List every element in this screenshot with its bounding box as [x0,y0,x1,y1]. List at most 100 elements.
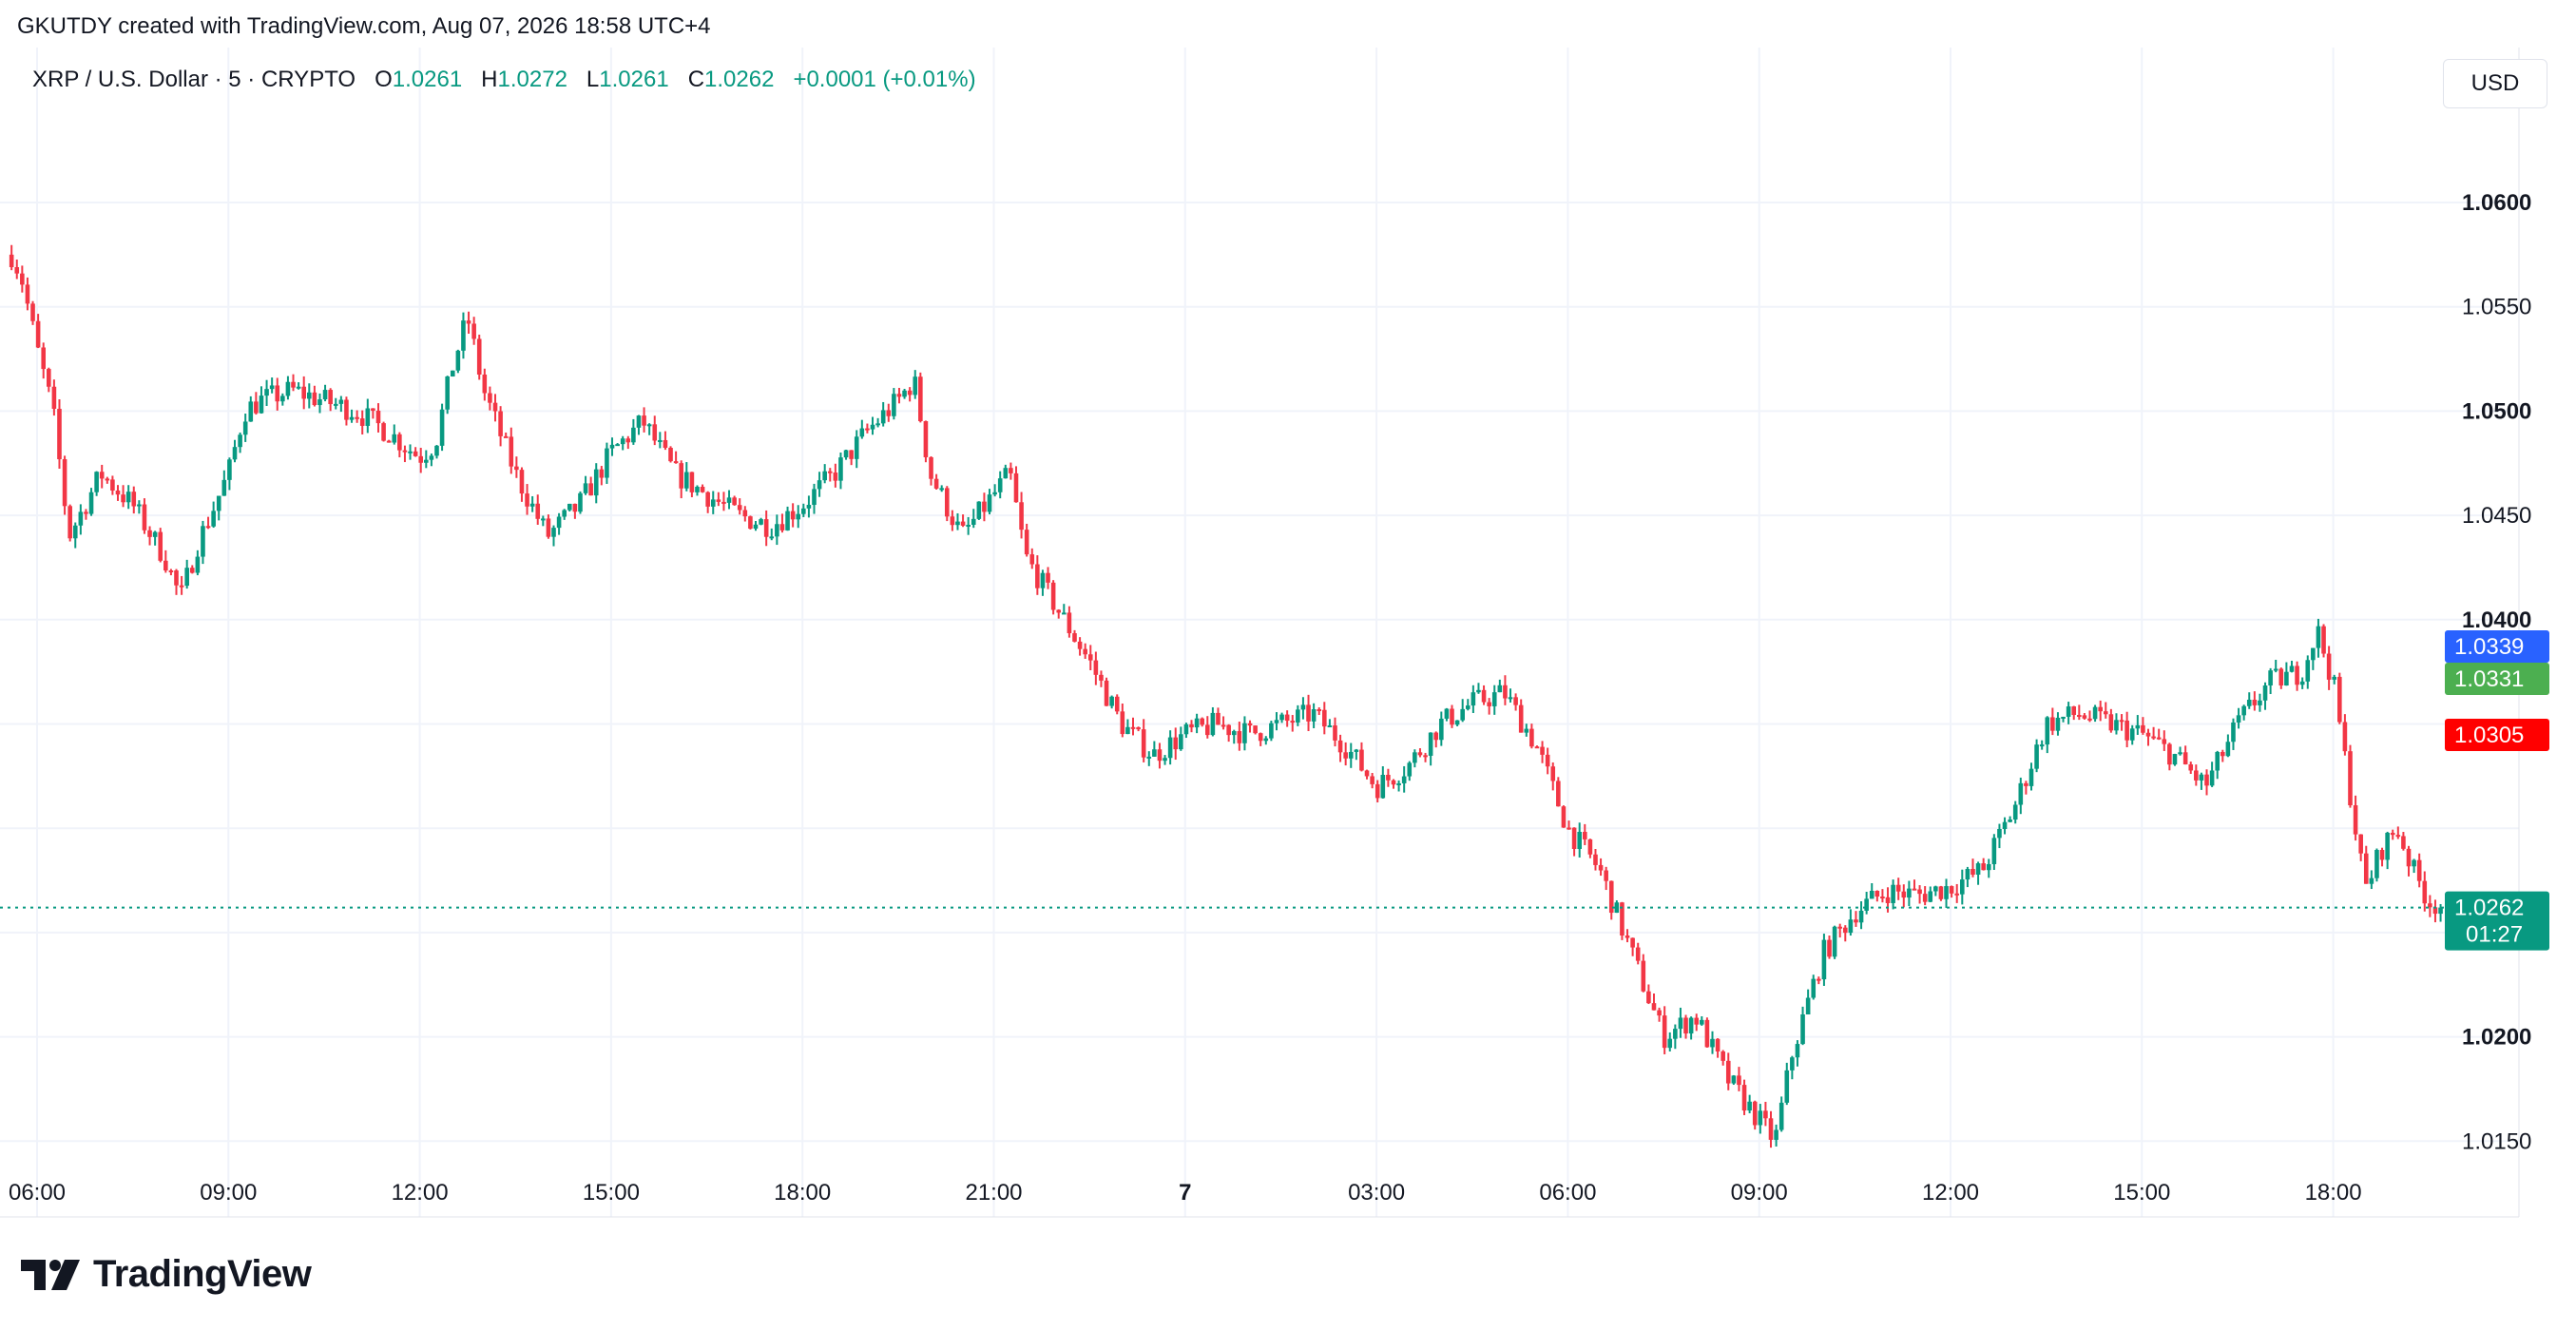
candle-body [838,457,843,481]
candle-body [1306,704,1311,722]
candle-body [1083,648,1087,655]
candle-body [2045,717,2050,745]
candle-body [424,459,429,463]
candle-body [1327,725,1333,728]
price-tag-green-bg [2445,663,2549,695]
candle-body [785,511,790,530]
candle-body [572,503,578,512]
candle-body [2337,676,2342,723]
candle-body [232,447,238,460]
candle-body [695,487,700,492]
currency-button[interactable]: USD [2443,59,2547,108]
candle-body [1604,870,1608,881]
candle-body [41,347,47,370]
candle-body [1375,783,1380,799]
candle-body [1163,758,1167,762]
price-tag-red-bg [2445,719,2549,751]
candle-body [1534,746,1540,749]
change-value: +0.0001 (+0.01%) [793,67,976,92]
candle-body [1683,1017,1688,1034]
candle-body [1901,891,1907,898]
candle-body [583,483,588,493]
candle-body [2299,681,2305,685]
candle-body [2156,737,2162,740]
tradingview-logo-icon [21,1259,80,1290]
candle-body [1364,770,1370,777]
candle-body [1439,718,1444,741]
candle-body [88,492,94,514]
candle-body [131,492,137,507]
candle-body [2252,699,2258,705]
candle-body [1933,886,1938,892]
candle-body [822,471,827,481]
candle-body [1508,697,1513,700]
candle-body [1624,935,1630,938]
candle-body [658,439,663,442]
candle-body [365,408,371,426]
candle-body [221,479,227,496]
candle-body [2167,743,2172,765]
candle-body [1864,898,1869,911]
candle-body [2273,668,2278,671]
candle-body [1333,725,1337,741]
price-tick-label: 1.0500 [2462,398,2531,424]
candle-body [1975,863,1981,876]
time-tick-label: 09:00 [200,1180,257,1206]
candle-body [1481,689,1487,703]
candle-body [1029,554,1035,565]
candle-body [1024,530,1029,555]
price-tick-label: 1.0600 [2462,190,2531,216]
candle-body [1651,1003,1657,1011]
candle-body [2246,699,2252,706]
candle-body [429,455,434,460]
candle-body [1401,776,1407,783]
candle-body [1046,572,1050,583]
candle-body [1731,1075,1737,1084]
candle-body [918,376,923,422]
candle-body [1895,884,1901,892]
candle-body [1944,886,1949,899]
candle-body [216,495,221,511]
candle-body [636,415,642,428]
candle-body [434,445,439,456]
candle-body [1912,888,1917,891]
candle-body [1805,997,1811,1015]
candle-body [2348,751,2353,806]
candle-body [1758,1110,1763,1126]
symbol-name[interactable]: XRP / U.S. Dollar · 5 · CRYPTO [32,67,356,92]
candle-body [987,494,992,512]
candle-body [1035,564,1040,588]
candle-body [2034,744,2039,769]
candle-body [2204,774,2209,786]
candle-body [2162,739,2167,744]
candle-body [2024,782,2028,786]
candle-body [759,519,763,525]
candle-body [1885,897,1891,903]
candle-body [2172,754,2178,765]
candle-body [1263,738,1269,742]
candle-body [30,303,35,321]
candle-body [2241,705,2246,716]
candle-body [2326,653,2332,680]
candle-body [338,399,344,404]
candle-body [1725,1060,1731,1084]
candle-body [806,505,812,509]
candle-body [2039,744,2045,747]
candle-body [466,320,471,324]
candle-body [1965,868,1970,880]
candle-body [833,473,838,481]
candle-body [248,401,254,422]
candle-body [2428,903,2432,908]
candle-body [2342,722,2348,752]
candle-body [1907,888,1912,898]
candle-body [1858,910,1864,923]
candle-body [1189,723,1194,728]
candle-body [2108,714,2114,731]
candle-body [1795,1044,1800,1058]
candle-body [700,487,705,492]
price-tick-label: 1.0550 [2462,295,2531,320]
candle-body [535,503,541,519]
candle-body [1167,737,1173,759]
candle-body [386,440,392,443]
